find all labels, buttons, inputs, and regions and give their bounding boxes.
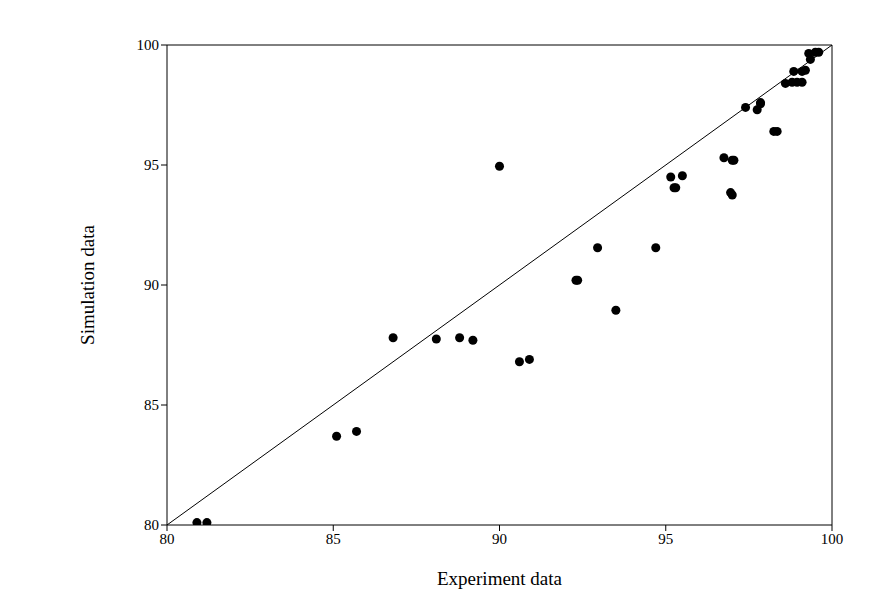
- svg-text:85: 85: [144, 397, 159, 413]
- svg-text:85: 85: [326, 531, 341, 547]
- svg-text:Simulation data: Simulation data: [77, 225, 98, 345]
- svg-text:80: 80: [144, 517, 159, 533]
- svg-text:95: 95: [144, 157, 159, 173]
- svg-text:80: 80: [160, 531, 175, 547]
- svg-text:Experiment data: Experiment data: [437, 568, 563, 589]
- svg-text:100: 100: [821, 531, 844, 547]
- svg-text:95: 95: [658, 531, 673, 547]
- svg-text:90: 90: [492, 531, 507, 547]
- svg-text:100: 100: [137, 37, 160, 53]
- svg-text:90: 90: [144, 277, 159, 293]
